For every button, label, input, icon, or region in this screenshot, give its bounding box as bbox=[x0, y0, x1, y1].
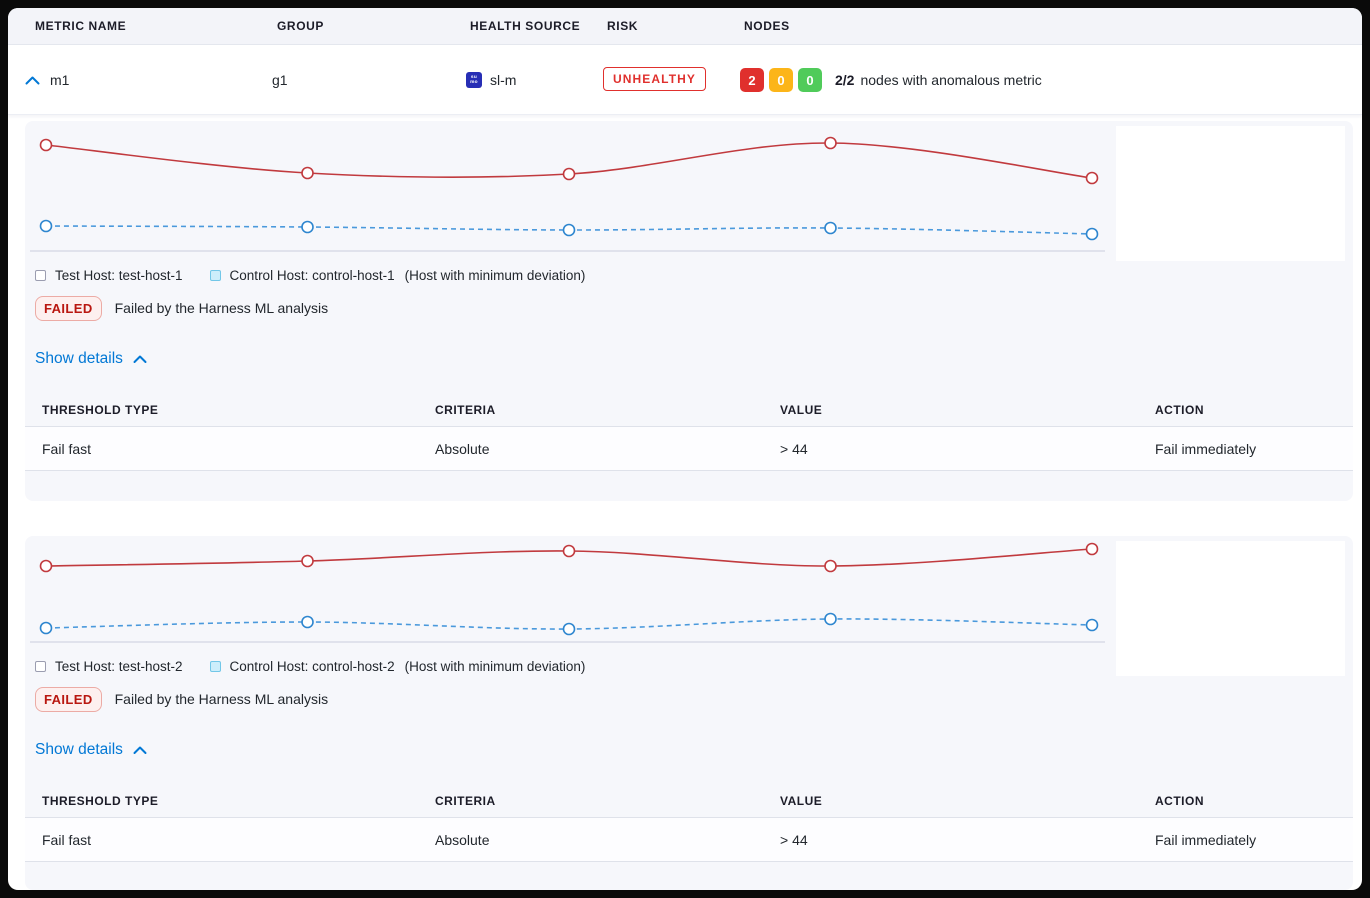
show-details-label[interactable]: Show details bbox=[35, 350, 123, 367]
test-host-label: Test Host: test-host-2 bbox=[55, 658, 183, 674]
header-value: VALUE bbox=[780, 403, 823, 417]
header-action: ACTION bbox=[1155, 794, 1204, 808]
header-action: ACTION bbox=[1155, 403, 1204, 417]
sumo-icon-text-bottom: mo bbox=[470, 80, 478, 85]
failed-badge: FAILED bbox=[35, 295, 102, 321]
cell-action: Fail immediately bbox=[1155, 441, 1257, 457]
column-header-group: GROUP bbox=[277, 19, 325, 33]
timeseries-comparison-chart[interactable] bbox=[28, 123, 1113, 259]
metric-row[interactable]: m1 g1 su mo sl-m UNHEALTHY 2 0 0 2/2 nod… bbox=[8, 45, 1362, 115]
show-details-label[interactable]: Show details bbox=[35, 741, 123, 758]
chart-legend: Test Host: test-host-2 Control Host: con… bbox=[35, 658, 1353, 674]
chart-legend: Test Host: test-host-1 Control Host: con… bbox=[35, 267, 1353, 283]
cell-criteria: Absolute bbox=[435, 441, 490, 457]
node-risk-counts: 2 0 0 2/2 nodes with anomalous metric bbox=[740, 68, 1042, 92]
column-header-health-source: HEALTH SOURCE bbox=[470, 19, 581, 33]
chevron-up-icon bbox=[133, 746, 147, 754]
column-header-metric-name: METRIC NAME bbox=[35, 19, 127, 33]
header-threshold-type: THRESHOLD TYPE bbox=[42, 403, 159, 417]
risk-badge-unhealthy: UNHEALTHY bbox=[603, 67, 707, 91]
control-host-checkbox[interactable] bbox=[209, 269, 221, 281]
sumo-icon-text-top: su bbox=[470, 75, 478, 80]
control-host-label: Control Host: control-host-2 bbox=[229, 658, 395, 674]
header-value: VALUE bbox=[780, 794, 823, 808]
test-host-checkbox[interactable] bbox=[35, 269, 46, 281]
test-host-checkbox[interactable] bbox=[35, 660, 46, 672]
host-analysis-card-2: Test Host: test-host-2 Control Host: con… bbox=[25, 536, 1353, 890]
verification-metrics-panel: METRIC NAME GROUP HEALTH SOURCE RISK NOD… bbox=[8, 8, 1362, 890]
header-criteria: CRITERIA bbox=[435, 403, 496, 417]
threshold-table-header: THRESHOLD TYPE CRITERIA VALUE ACTION bbox=[25, 784, 1353, 818]
control-host-checkbox[interactable] bbox=[209, 660, 221, 672]
test-host-label: Test Host: test-host-1 bbox=[55, 267, 183, 283]
analysis-status-row: FAILED Failed by the Harness ML analysis bbox=[35, 295, 1353, 321]
analysis-status-message: Failed by the Harness ML analysis bbox=[114, 691, 329, 707]
header-criteria: CRITERIA bbox=[435, 794, 496, 808]
threshold-details-table: THRESHOLD TYPE CRITERIA VALUE ACTION Fai… bbox=[25, 784, 1353, 862]
minimum-deviation-note: (Host with minimum deviation) bbox=[404, 267, 586, 283]
anomalous-nodes-ratio: 2/2 bbox=[835, 72, 855, 88]
health-source-name: sl-m bbox=[490, 71, 517, 88]
threshold-table-header: THRESHOLD TYPE CRITERIA VALUE ACTION bbox=[25, 393, 1353, 427]
anomalous-nodes-summary: nodes with anomalous metric bbox=[860, 72, 1042, 88]
cell-value: > 44 bbox=[780, 832, 808, 848]
host-analysis-card-1: Test Host: test-host-1 Control Host: con… bbox=[25, 121, 1353, 501]
timeseries-comparison-chart[interactable] bbox=[28, 538, 1113, 650]
chart-side-panel bbox=[1116, 541, 1345, 676]
cell-value: > 44 bbox=[780, 441, 808, 457]
column-header-nodes: NODES bbox=[744, 19, 790, 33]
chevron-up-icon bbox=[133, 355, 147, 363]
cell-criteria: Absolute bbox=[435, 832, 490, 848]
column-header-risk: RISK bbox=[607, 19, 639, 33]
metric-name: m1 bbox=[50, 71, 70, 88]
node-count-red-badge: 2 bbox=[740, 68, 764, 92]
analysis-status-row: FAILED Failed by the Harness ML analysis bbox=[35, 686, 1353, 712]
chevron-up-icon[interactable] bbox=[25, 76, 40, 85]
show-details-link[interactable]: Show details bbox=[35, 349, 1353, 369]
chart-side-panel bbox=[1116, 126, 1345, 261]
sumo-logic-icon: su mo bbox=[466, 72, 482, 88]
cell-threshold-type: Fail fast bbox=[42, 441, 92, 457]
node-count-amber-badge: 0 bbox=[769, 68, 793, 92]
minimum-deviation-note: (Host with minimum deviation) bbox=[404, 658, 586, 674]
control-host-label: Control Host: control-host-1 bbox=[229, 267, 395, 283]
node-count-green-badge: 0 bbox=[798, 68, 822, 92]
cell-threshold-type: Fail fast bbox=[42, 832, 92, 848]
threshold-table-row: Fail fast Absolute > 44 Fail immediately bbox=[25, 818, 1353, 862]
analysis-status-message: Failed by the Harness ML analysis bbox=[114, 300, 329, 316]
threshold-table-row: Fail fast Absolute > 44 Fail immediately bbox=[25, 427, 1353, 471]
threshold-details-table: THRESHOLD TYPE CRITERIA VALUE ACTION Fai… bbox=[25, 393, 1353, 471]
cell-action: Fail immediately bbox=[1155, 832, 1257, 848]
column-header-row: METRIC NAME GROUP HEALTH SOURCE RISK NOD… bbox=[8, 8, 1362, 45]
show-details-link[interactable]: Show details bbox=[35, 740, 1353, 760]
header-threshold-type: THRESHOLD TYPE bbox=[42, 794, 159, 808]
failed-badge: FAILED bbox=[35, 686, 102, 712]
group-name: g1 bbox=[272, 71, 288, 88]
